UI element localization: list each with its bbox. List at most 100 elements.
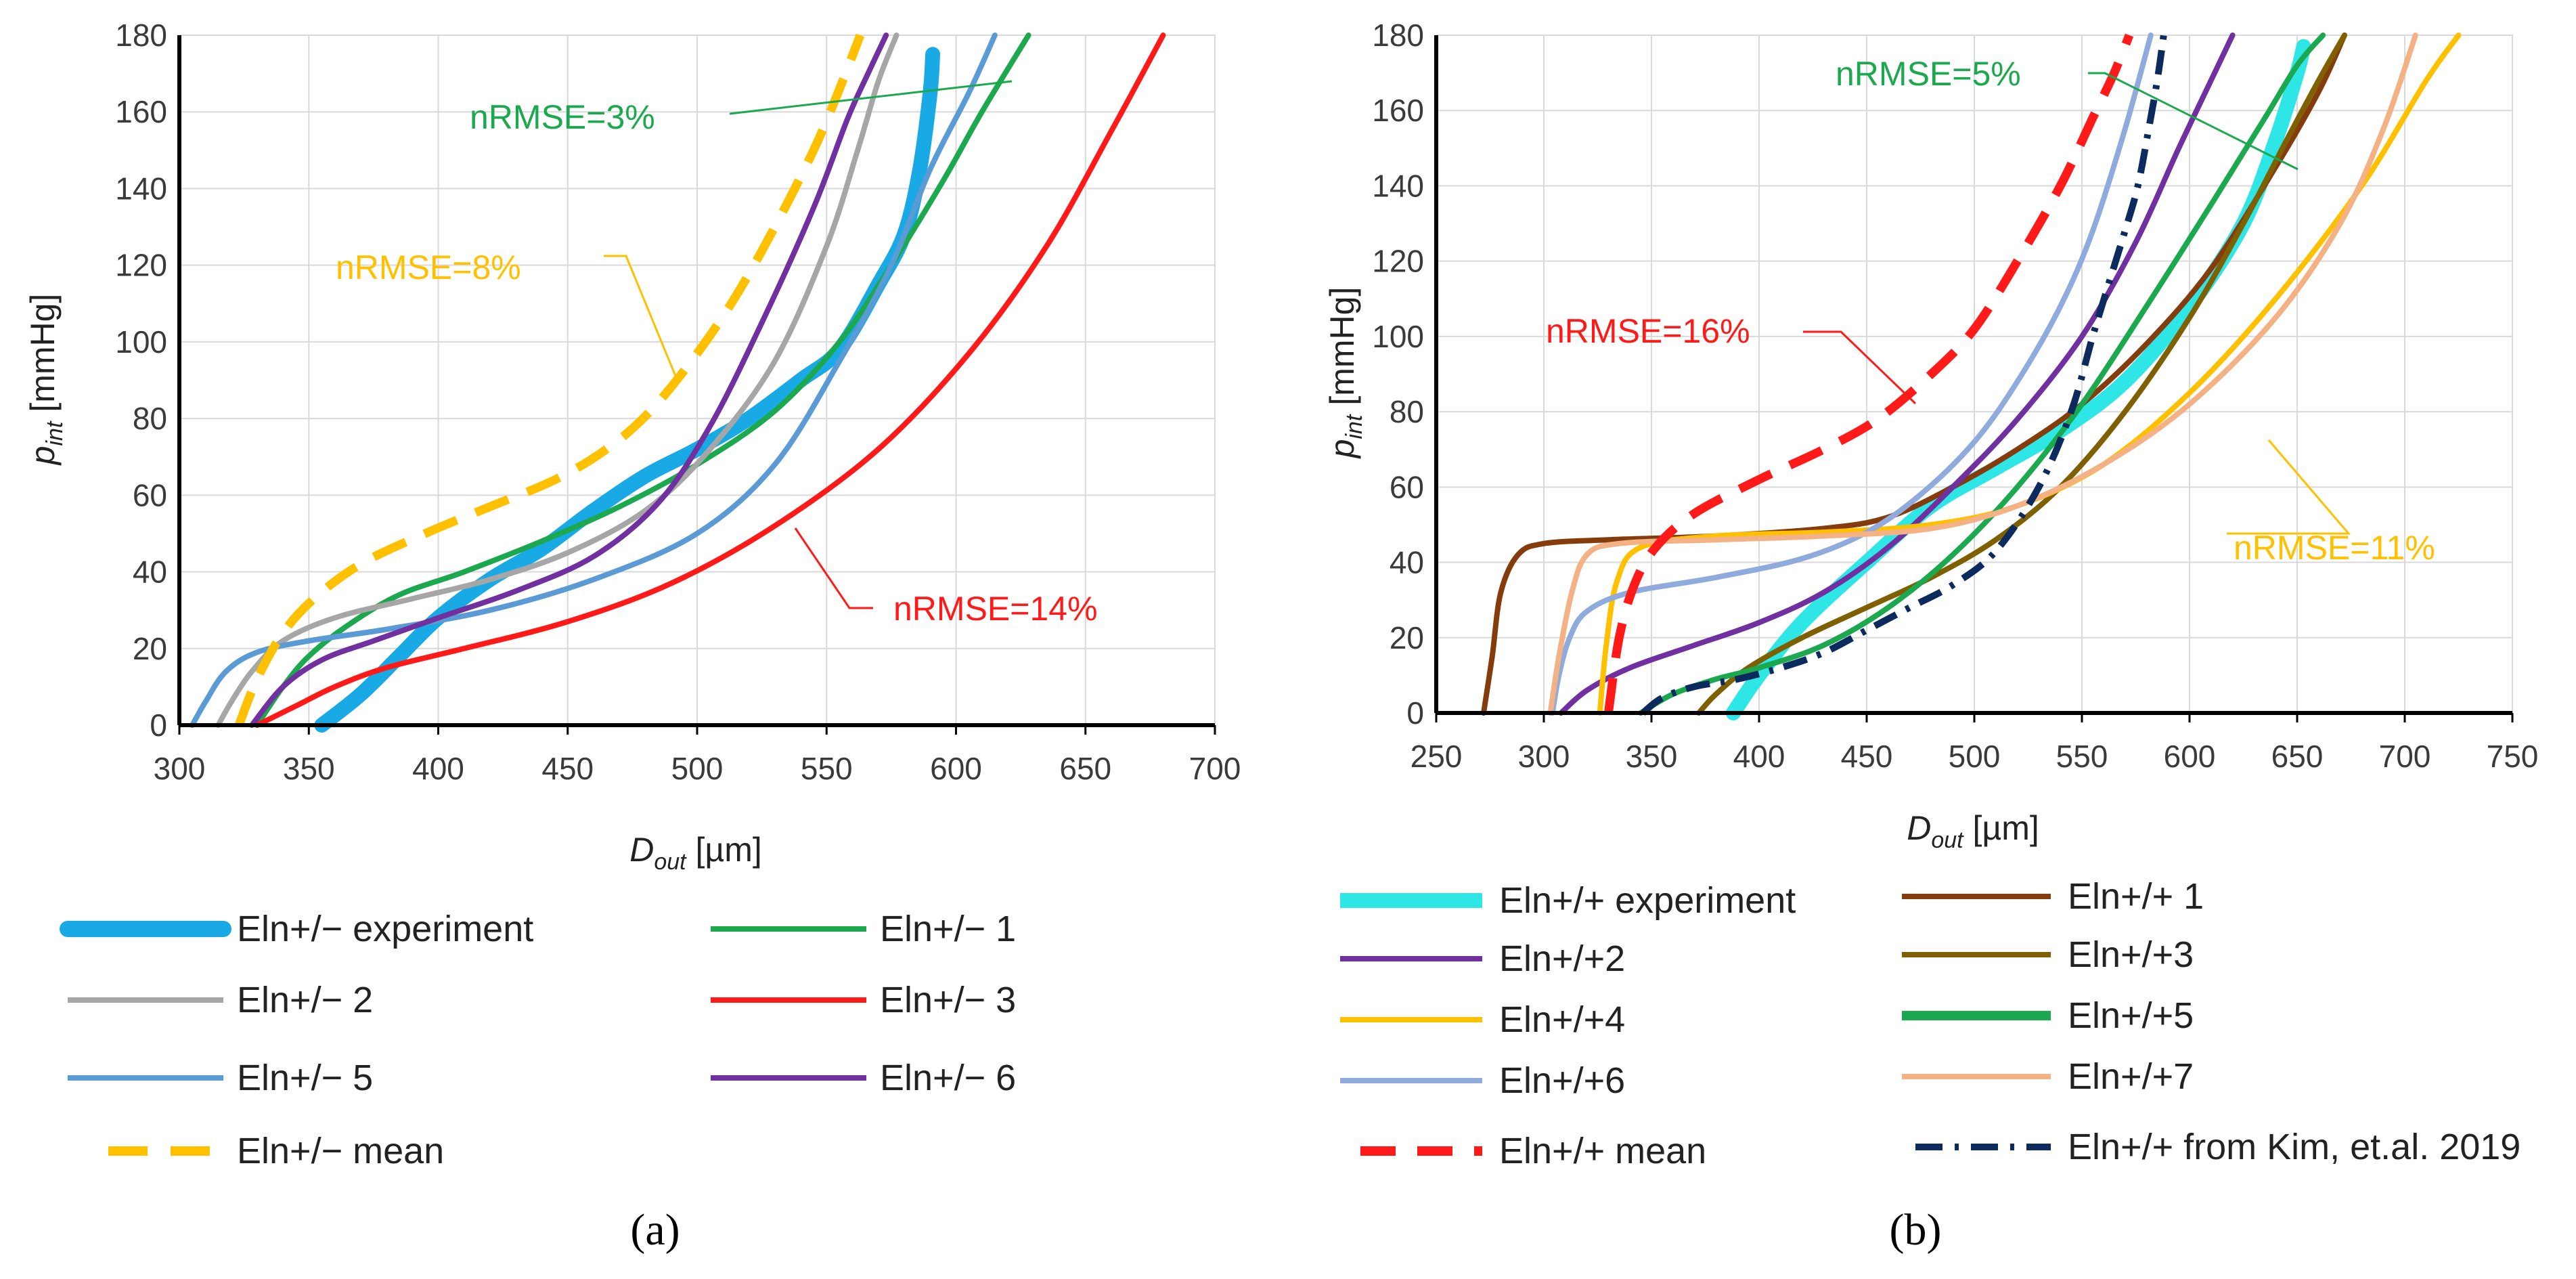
annotation-leader-a-2 [604,255,678,380]
x-tick-label-b-400: 400 [1733,739,1785,774]
annotation-leader-b-2 [1803,330,1917,405]
y-tick-label-a-120: 120 [115,248,167,283]
y-tick-label-a-60: 60 [133,477,167,513]
series-line-b-eln-7 [1547,32,2418,716]
ticks-a: 0 20 40 60 80 100 120 140 160 180 300 350 400 450 500 5… [115,18,1241,786]
legend-item-b-3: Eln+/+3 [1902,934,2194,975]
grid-b [1436,35,2513,713]
annotation-a-nrmse-3: nRMSE=3% [470,98,655,136]
series-line-b-eln-2 [1558,32,2236,716]
y-tick-label-b-120: 120 [1372,244,1424,279]
series-line-b-eln-mean [1603,33,2134,714]
legend-item-a-1: Eln+/− 1 [711,909,1016,949]
legend-item-a-2: Eln+/− 2 [68,980,373,1020]
annotation-b-nrmse-11: nRMSE=11% [2234,529,2435,567]
series-line-a-eln-2 [215,32,900,728]
legend-label-a-3: Eln+/− 3 [880,980,1016,1020]
annotation-leader-a-3 [794,527,873,609]
ticks-b: 0 20 40 60 80 100 120 140 160 180 250 300 350 400 450 5… [1372,18,2538,774]
y-tick-label-b-180: 180 [1372,18,1424,53]
legend-item-b-kim: Eln+/+ from Kim, et.al. 2019 [1915,1127,2521,1167]
legend-item-b-experiment: Eln+/+ experiment [1340,880,1796,921]
x-tick-label-a-700: 700 [1189,751,1241,786]
x-tick-label-b-550: 550 [2056,739,2108,774]
x-tick-label-b-650: 650 [2271,739,2324,774]
x-tick-label-a-350: 350 [283,751,335,786]
y-tick-label-a-80: 80 [133,401,167,436]
legend-label-b-kim: Eln+/+ from Kim, et.al. 2019 [2068,1127,2521,1167]
legend-item-b-mean: Eln+/+ mean [1360,1131,1706,1171]
legend-label-b-mean: Eln+/+ mean [1499,1131,1706,1171]
y-tick-label-b-140: 140 [1372,168,1424,203]
legend-item-b-2: Eln+/+2 [1340,938,1625,979]
y-tick-label-b-160: 160 [1372,93,1424,128]
series-line-a-eln-1 [254,32,1031,728]
y-tick-label-b-20: 20 [1390,620,1424,655]
x-tick-label-a-550: 550 [801,751,853,786]
annotation-b-nrmse-5: nRMSE=5% [1836,55,2021,93]
annotation-leader-b-1 [2088,72,2299,171]
panel-label-b: (b) [1890,1205,1942,1255]
y-tick-label-a-160: 160 [115,94,167,129]
y-tick-label-a-20: 20 [133,631,167,666]
x-axis-label-b: Dout [µm] [1907,809,2039,853]
series-line-a-eln-mean [234,33,865,727]
y-tick-label-a-0: 0 [150,708,167,743]
legend-label-a-mean: Eln+/− mean [237,1131,444,1171]
y-tick-label-b-40: 40 [1390,545,1424,580]
y-tick-label-b-0: 0 [1406,695,1424,731]
annotation-leader-b-3 [2227,439,2351,535]
x-tick-label-b-500: 500 [1949,739,2001,774]
series-line-b-eln-from-kim-et-al-2019 [1641,35,2167,716]
legend-item-b-4: Eln+/+4 [1340,999,1625,1040]
panel-label-a: (a) [630,1205,680,1255]
x-tick-label-b-350: 350 [1626,739,1678,774]
legend-item-b-7: Eln+/+7 [1902,1056,2194,1097]
x-tick-label-a-400: 400 [412,751,464,786]
annotation-b-nrmse-16: nRMSE=16% [1546,312,1750,350]
legend-label-b-1: Eln+/+ 1 [2068,876,2204,917]
annotation-a-nrmse-14: nRMSE=14% [893,590,1098,628]
legend-a: Eln+/− experiment Eln+/− 1 Eln+/− 2 Eln+… [60,909,1016,1171]
legend-label-b-7: Eln+/+7 [2068,1056,2194,1097]
y-tick-label-a-180: 180 [115,18,167,53]
legend-item-a-mean: Eln+/− mean [108,1131,444,1171]
x-tick-label-b-250: 250 [1411,739,1463,774]
legend-item-a-5: Eln+/− 5 [68,1058,373,1098]
x-tick-label-b-600: 600 [2164,739,2216,774]
y-tick-label-b-60: 60 [1390,469,1424,504]
legend-label-a-1: Eln+/− 1 [880,909,1016,949]
x-tick-label-b-700: 700 [2379,739,2431,774]
legend-item-a-experiment: Eln+/− experiment [60,909,533,949]
legend-item-b-1: Eln+/+ 1 [1902,876,2204,917]
legend-label-a-6: Eln+/− 6 [880,1058,1016,1098]
x-tick-label-a-600: 600 [930,751,982,786]
y-tick-label-a-100: 100 [115,324,167,360]
annotation-leader-a-1 [729,80,1013,115]
x-tick-label-b-750: 750 [2487,739,2539,774]
x-tick-label-a-650: 650 [1059,751,1111,786]
y-tick-label-b-100: 100 [1372,319,1424,354]
y-axis-label-b: pint [mmHg] [1323,287,1367,460]
annotation-a-nrmse-8: nRMSE=8% [336,248,521,286]
x-axis-label-a: Dout [µm] [629,831,762,875]
legend-label-a-5: Eln+/− 5 [237,1058,373,1098]
legend-item-a-3: Eln+/− 3 [711,980,1016,1020]
series-line-b-eln-6 [1549,32,2154,716]
y-tick-label-a-40: 40 [133,555,167,590]
series-line-a-eln-6 [249,32,889,728]
y-tick-label-a-140: 140 [115,171,167,206]
chart-panel-a: 0 20 40 60 80 100 120 140 160 180 300 350 400 450 500 5… [24,18,1241,1255]
series-group-a [190,32,1166,733]
legend-label-b-2: Eln+/+2 [1499,938,1625,979]
legend-label-a-experiment: Eln+/− experiment [237,909,533,949]
y-axis-label-a: pint [mmHg] [24,294,68,467]
x-tick-label-b-300: 300 [1518,739,1570,774]
chart-panel-b: 0 20 40 60 80 100 120 140 160 180 250 300 350 400 450 5… [1323,18,2538,1255]
legend-label-b-6: Eln+/+6 [1499,1060,1625,1101]
series-line-a-eln-5 [190,32,998,728]
legend-item-b-6: Eln+/+6 [1340,1060,1625,1101]
legend-item-a-6: Eln+/− 6 [711,1058,1016,1098]
legend-b: Eln+/+ experiment Eln+/+ 1 Eln+/+2 Eln+/… [1340,876,2521,1171]
